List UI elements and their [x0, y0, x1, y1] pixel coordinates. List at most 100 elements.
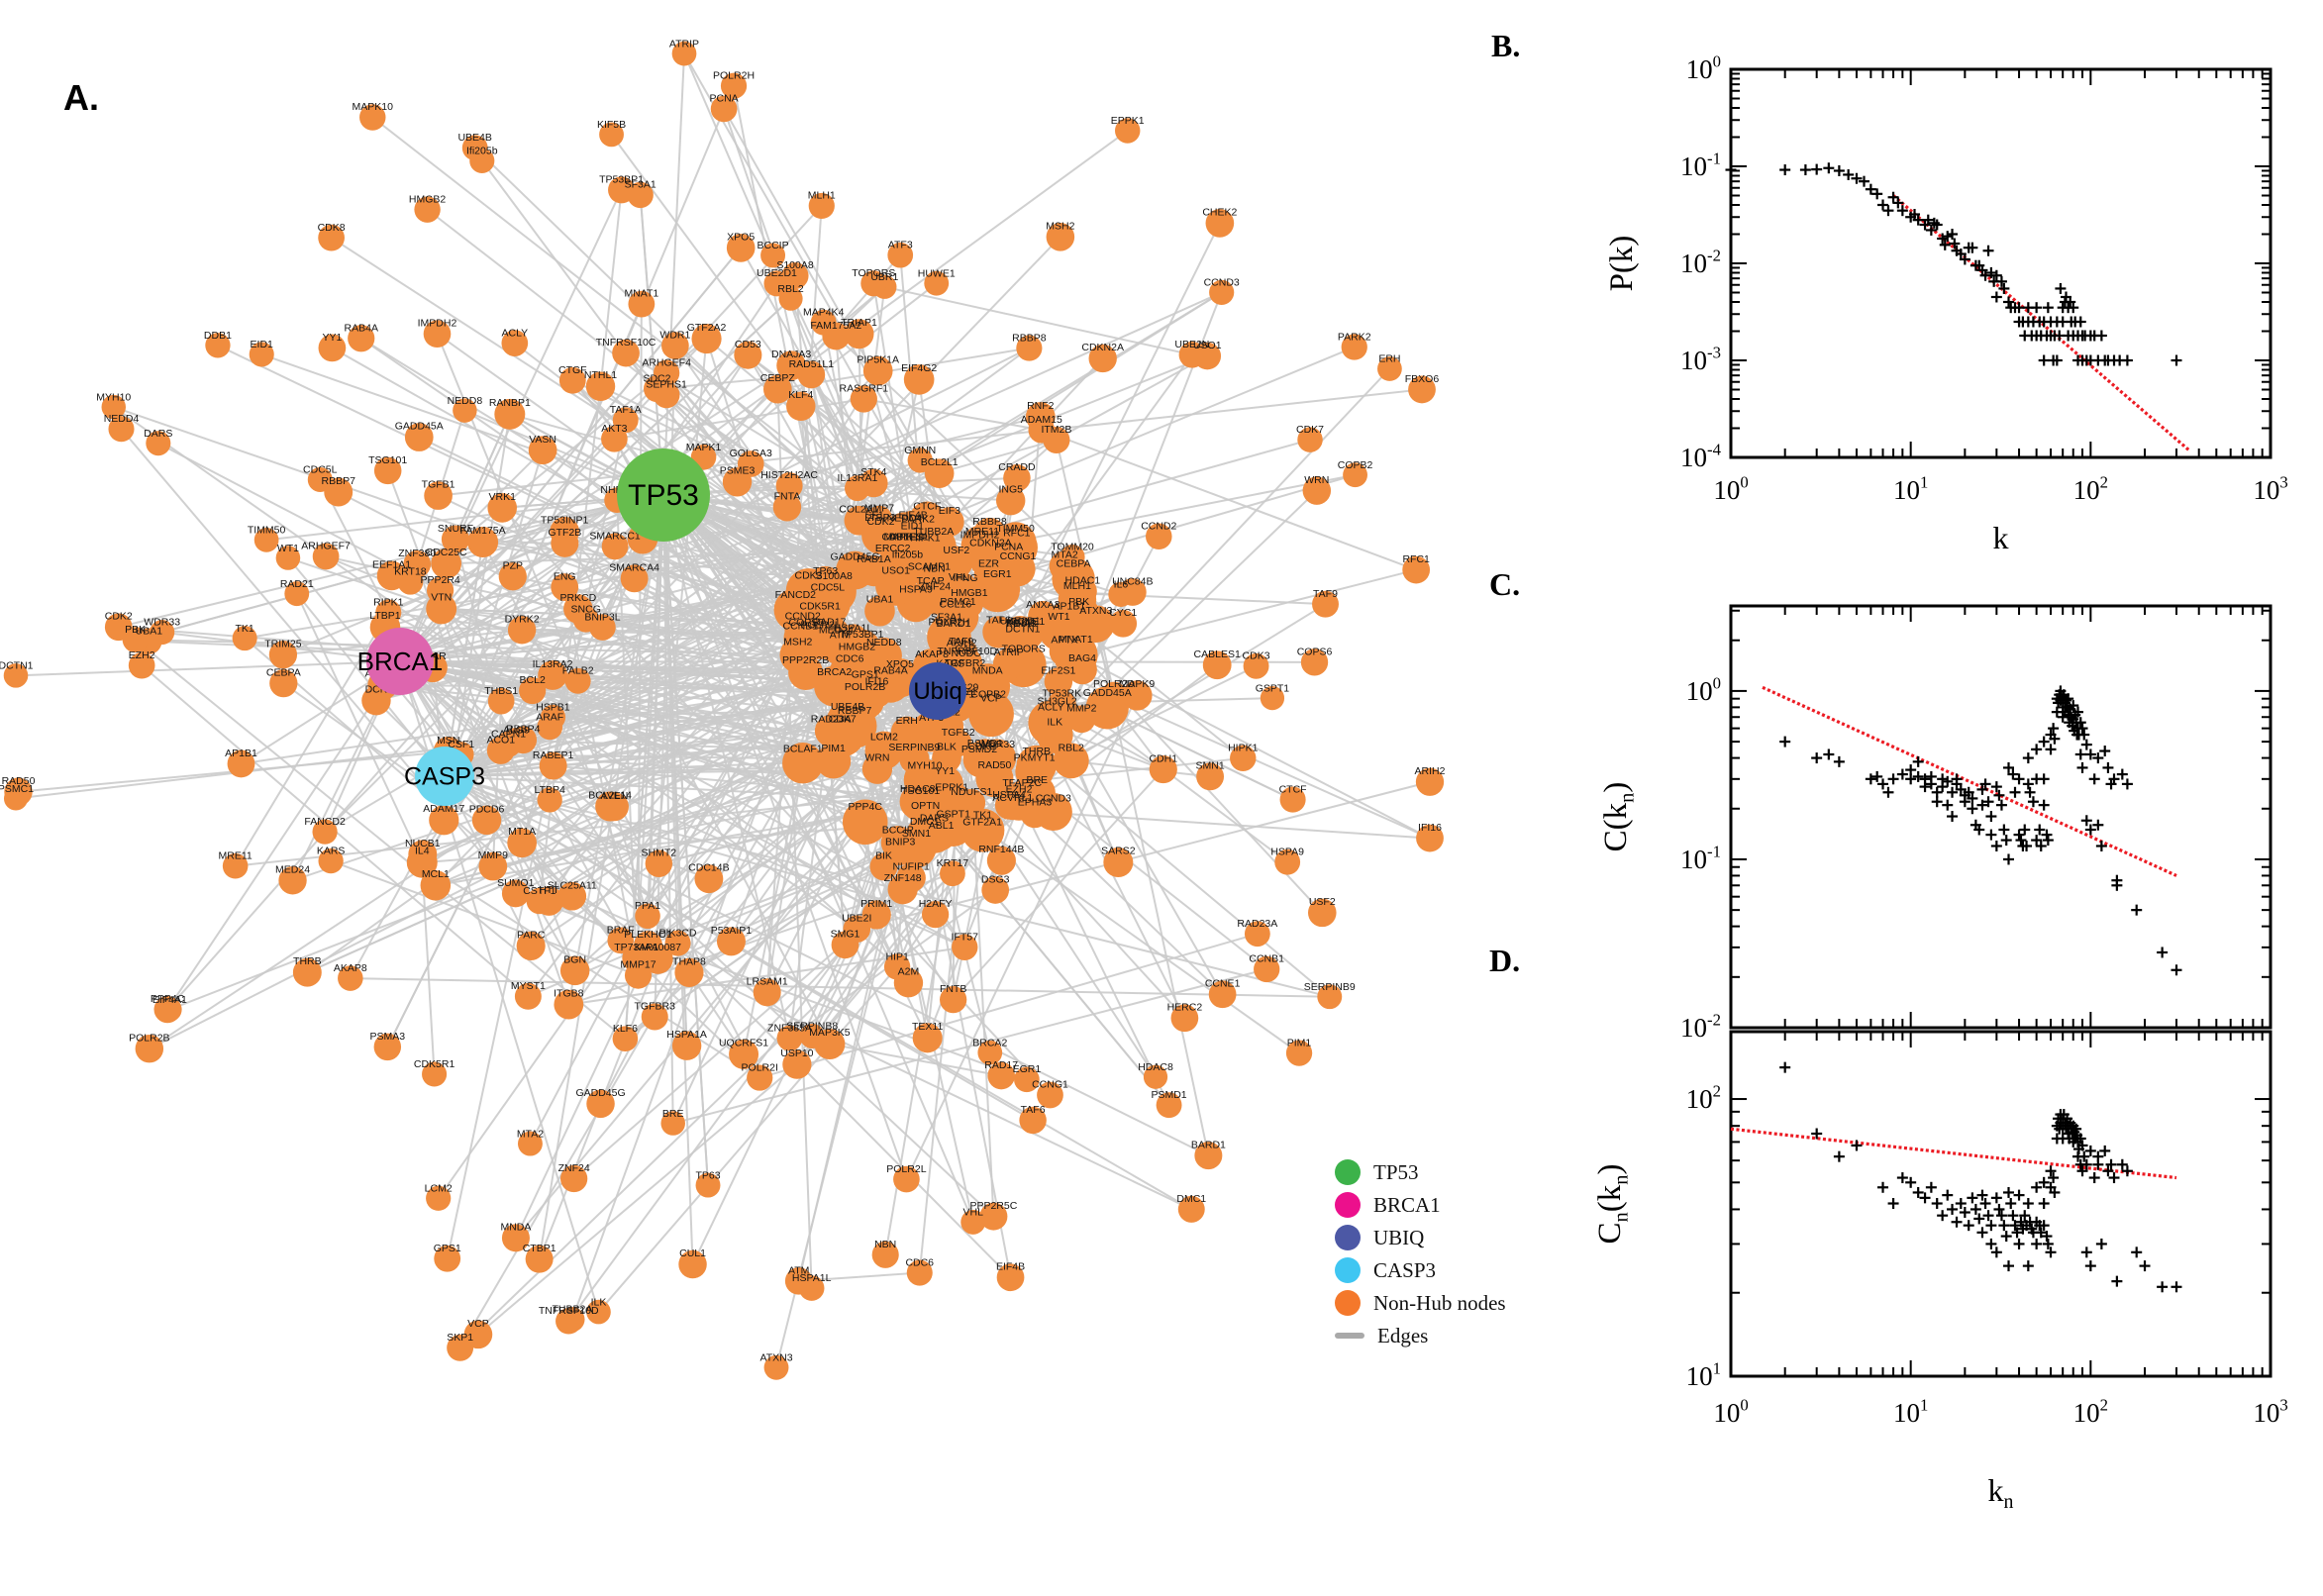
panel-label-d: D.: [1489, 943, 1521, 978]
network-node: [359, 104, 386, 131]
network-edge: [399, 347, 1030, 662]
y-tick-label: 10-2: [1680, 1011, 1721, 1043]
network-edge: [134, 639, 627, 1040]
network-edge: [747, 354, 939, 692]
network-edge: [399, 297, 792, 662]
network-node: [797, 360, 826, 389]
network-node-label: TGFBR2: [945, 657, 986, 669]
network-node-label: AVEN: [601, 790, 629, 802]
node-color-swatch: [1335, 1257, 1361, 1283]
network-node: [1016, 335, 1043, 361]
network-node-label: POLR2L: [800, 619, 840, 631]
network-node-label: ERH: [1378, 353, 1400, 365]
network-node-label: POLR2I: [742, 1061, 778, 1073]
network-node: [551, 529, 579, 557]
network-node-label: ACLY: [501, 327, 528, 339]
x-tick-label: 102: [2073, 1396, 2108, 1428]
network-node-label: TP53RK: [1042, 688, 1081, 700]
network-node-label: CDK5R1: [799, 601, 841, 613]
network-node: [1402, 555, 1431, 584]
legend-item-brca1: BRCA1: [1335, 1191, 1506, 1219]
network-node-label: CHEK2: [1202, 207, 1237, 219]
network-node-label: FANCD2: [775, 589, 817, 601]
network-node-label: USP10: [780, 1047, 813, 1059]
network-node-label: TP53INP1: [541, 515, 589, 527]
network-node: [726, 234, 756, 262]
network-edge: [166, 660, 401, 1011]
network-node: [612, 407, 639, 434]
network-node: [486, 736, 515, 764]
network-node-label: SMARCC1: [589, 530, 641, 542]
network-node: [843, 915, 871, 944]
network-node-label: RAD17: [984, 1059, 1018, 1071]
network-node-label: EPHA3: [1018, 797, 1053, 809]
network-node-label: UBE2N: [1174, 339, 1209, 350]
x-tick-label: 100: [1713, 473, 1748, 505]
network-node: [932, 743, 961, 773]
network-node: [101, 394, 126, 420]
network-node-label: IL6: [1114, 578, 1129, 590]
network-node: [994, 791, 1024, 820]
network-node-label: HSPA1L: [792, 1272, 832, 1284]
network-node-label: P53AIP1: [711, 925, 753, 937]
plot-frame: [1729, 67, 2272, 459]
network-node: [661, 332, 689, 359]
network-node: [564, 667, 591, 694]
network-node-label: ZNF385A: [767, 1022, 812, 1034]
network-node-label: UBR1: [870, 271, 898, 283]
network-node: [404, 423, 434, 451]
network-node-label: ILK: [1047, 716, 1062, 728]
legend-label: TP53: [1373, 1159, 1419, 1184]
network-node: [924, 458, 955, 488]
y-tick-label: 102: [1686, 1082, 1721, 1114]
x-tick-label: 100: [1713, 1396, 1748, 1428]
network-edge: [399, 660, 551, 902]
network-node: [996, 1263, 1025, 1292]
network-node-label: ZNF380: [398, 548, 436, 559]
network-node-label: ILK: [591, 1296, 607, 1308]
network-node-label: ARIH2: [1415, 765, 1446, 777]
network-node-label: PRKCD: [559, 592, 596, 604]
network-node-label: HIPK1: [910, 533, 941, 545]
network-node-label: TUBB2A: [553, 1304, 593, 1316]
network-node: [509, 726, 538, 754]
network-node-label: CABLES1: [1194, 648, 1241, 660]
network-node-label: SF3A1: [931, 611, 962, 623]
network-node-label: RBBP4: [506, 724, 541, 736]
network-edge: [371, 116, 906, 534]
network-node-label: UBE2D1: [1000, 616, 1041, 628]
network-node: [963, 746, 995, 776]
network-node-label: CDC6: [905, 1256, 934, 1268]
network-edge: [15, 660, 401, 677]
network-node-label: ATM: [830, 630, 851, 642]
network-node-label: ZNF24: [919, 580, 951, 592]
network-node-label: IFT57: [952, 931, 979, 943]
network-node: [763, 1354, 789, 1380]
network-node: [494, 398, 526, 430]
network-node: [986, 846, 1016, 875]
network-node-label: MMP9: [478, 849, 508, 861]
network-node-label: CDC6: [836, 653, 864, 665]
network-node-label: GSPT1: [1256, 682, 1290, 694]
network-node: [803, 602, 837, 636]
hub-label-ubiq: Ubiq: [913, 678, 961, 705]
network-node-label: DYRK2: [505, 614, 540, 626]
network-node: [601, 425, 628, 452]
network-node-label: EIF4A1: [152, 994, 187, 1006]
network-hubs: TP53 BRCA1 Ubiq CASP3: [357, 449, 966, 806]
network-node-label: LTBP4: [535, 784, 565, 796]
network-node-label: CDK7: [1296, 424, 1324, 436]
network-node-label: SNURF: [438, 523, 473, 535]
network-node-label: CDK5R1: [414, 1058, 455, 1070]
network-node-label: ADAM17: [423, 803, 464, 815]
network-node-label: DNAJA3: [771, 349, 811, 360]
network-node-label: WDR1: [659, 330, 690, 342]
network-node-label: RIPK1: [373, 596, 404, 608]
network-node: [558, 366, 586, 394]
network-node-label: PIK3CD: [659, 927, 697, 939]
network-node-label: SKP1: [447, 1332, 473, 1344]
network-node-label: MNAT1: [624, 288, 658, 300]
network-node: [1254, 955, 1280, 983]
network-edge: [441, 608, 877, 916]
network-node-label: WRN: [864, 751, 889, 763]
